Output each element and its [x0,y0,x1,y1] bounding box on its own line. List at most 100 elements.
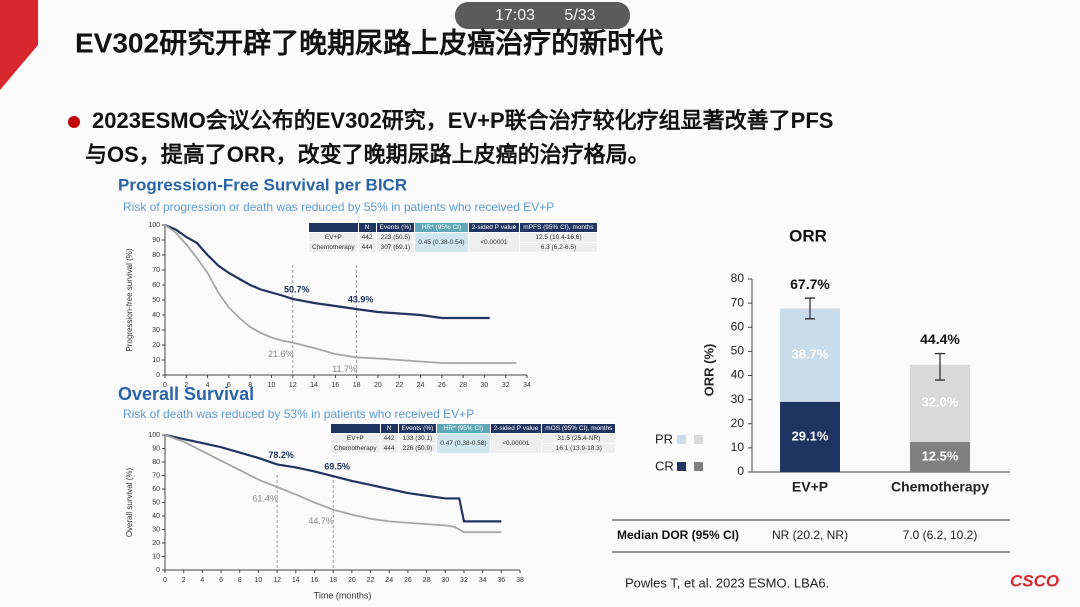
slide-title: EV302研究开辟了晚期尿路上皮癌治疗的新时代 [75,26,663,58]
x-tick-label: 4 [206,382,210,389]
x-tick-label: 0 [163,382,167,389]
x-tick-label: Chemotherapy [891,479,989,495]
x-tick-label: 32 [502,382,510,389]
y-tick-label: 50 [152,499,160,506]
table-header [308,222,359,233]
table-cell: 133 (30.1) [397,433,438,444]
error-bar [935,352,945,381]
table-row: EV+P 442 223 (50.5) 0.45 (0.38-0.54) <0.0000… [308,232,598,253]
y-axis-label: ORR (%) [701,344,716,397]
y-axis-label: Progression-free survival (%) [125,248,134,351]
corner-marker [0,0,38,90]
y-tick-label: 70 [731,295,745,309]
dor-value: 7.0 (6.2, 10.2) [903,528,978,542]
annotation: 69.5% [324,462,350,472]
table-header: mOS (95% CI), months [541,423,617,434]
status-page: 5/33 [564,7,595,24]
status-time: 17:03 [495,7,535,24]
table-cell: 0.47 (0.38-0.58) [436,433,491,454]
y-tick-label: 0 [156,567,160,574]
x-tick-label: 18 [329,577,337,584]
chart-subtitle: Risk of progression or death was reduced… [123,200,554,214]
survival-curve [164,223,490,320]
table-row: Chemotherapy 444 226 (50.9) 16.1 (13.9-18.3… [330,443,617,454]
annotation: 78.2% [268,450,294,460]
y-tick-label: 0 [737,464,744,478]
logo: CSCO [1010,571,1059,590]
total-label: 44.4% [920,331,960,347]
x-tick-label: 24 [385,577,393,584]
bar-value-label: 12.5% [922,448,959,463]
chart-title: Overall Survival [118,384,254,404]
survival-curve [164,224,517,364]
y-tick-label: 50 [152,297,160,304]
stats-table: N Events (%) HR* (95% CI) 2-sided P value mP… [308,222,598,253]
table-header: Events (%) [397,423,438,434]
x-tick-label: 28 [423,577,431,584]
table-cell: 223 (50.5) [375,232,416,243]
table-header: HR* (95% CI) [436,423,491,434]
table-cell: 0.45 (0.38-0.54) [414,232,469,253]
legend-swatch [694,435,703,444]
y-tick-label: 10 [152,357,160,364]
table-cell: 16.1 (13.9-18.3) [541,443,617,454]
annotation: 21.6% [268,349,294,359]
table-header: mPFS (95% CI), months [519,222,598,233]
x-tick-label: 12 [273,577,281,584]
table-cell: EV+P [308,232,359,243]
bullet-line: 2023ESMO会议公布的EV302研究，EV+P联合治疗较化疗组显著改善了PF… [92,108,833,133]
legend-label: CR [655,458,674,473]
bar-value-label: 32.0% [922,395,959,410]
y-tick-label: 30 [152,327,160,334]
x-tick-label: 34 [523,382,531,389]
y-tick-label: 60 [731,319,745,333]
stats-table: N Events (%) HR* (95% CI) 2-sided P value mO… [330,423,617,454]
chart-subtitle: Risk of death was reduced by 53% in pati… [123,407,474,421]
table-cell: 31.5 (25.4-NR) [541,433,617,444]
legend-swatch [694,462,703,471]
y-tick-label: 90 [152,237,160,244]
y-tick-label: 0 [156,372,160,379]
x-tick-label: 22 [367,577,375,584]
x-tick-label: 18 [353,382,361,389]
y-tick-label: 100 [148,432,160,439]
table-header-row: N Events (%) HR* (95% CI) 2-sided P value mP… [308,222,598,233]
y-tick-label: 20 [152,540,160,547]
table-cell: 6.3 (6.2-6.5) [519,242,598,253]
x-tick-label: 6 [219,577,223,584]
x-tick-label: 28 [459,382,467,389]
dor-label: Median DOR (95% CI) [617,528,739,542]
x-tick-label: 26 [438,382,446,389]
x-tick-label: 22 [395,382,403,389]
x-tick-label: 30 [481,382,489,389]
x-tick-label: 14 [292,577,300,584]
y-tick-label: 10 [152,553,160,560]
table-cell: 307 (69.1) [375,242,416,253]
annotation: 44.7% [308,516,334,526]
y-tick-label: 20 [731,416,745,430]
y-tick-label: 100 [148,222,160,229]
x-tick-label: 38 [516,577,524,584]
table-cell: 442 [379,433,399,444]
y-tick-label: 30 [152,526,160,533]
y-tick-label: 30 [731,392,745,406]
chart-title: Progression-Free Survival per BICR [118,175,407,194]
error-bar [805,297,815,320]
y-tick-label: 70 [152,472,160,479]
x-tick-label: 4 [200,577,204,584]
table-cell: <0.00001 [489,433,543,454]
y-tick-label: 80 [731,271,745,285]
table-row: Chemotherapy 444 307 (69.1) 6.3 (6.2-6.5) [308,242,598,253]
table-header: Events (%) [375,222,416,233]
footnote: Powles T, et al. 2023 ESMO. LBA6. [625,575,829,590]
y-tick-label: 40 [731,368,745,382]
x-axis-label: Time (months) [314,590,372,600]
x-tick-label: 20 [374,382,382,389]
table-cell: Chemotherapy [330,443,381,454]
x-tick-label: 10 [268,382,276,389]
x-tick-label: 20 [348,577,356,584]
bar-value-label: 38.7% [792,347,829,362]
annotation: 11.7% [332,364,357,374]
y-tick-label: 40 [152,312,160,319]
